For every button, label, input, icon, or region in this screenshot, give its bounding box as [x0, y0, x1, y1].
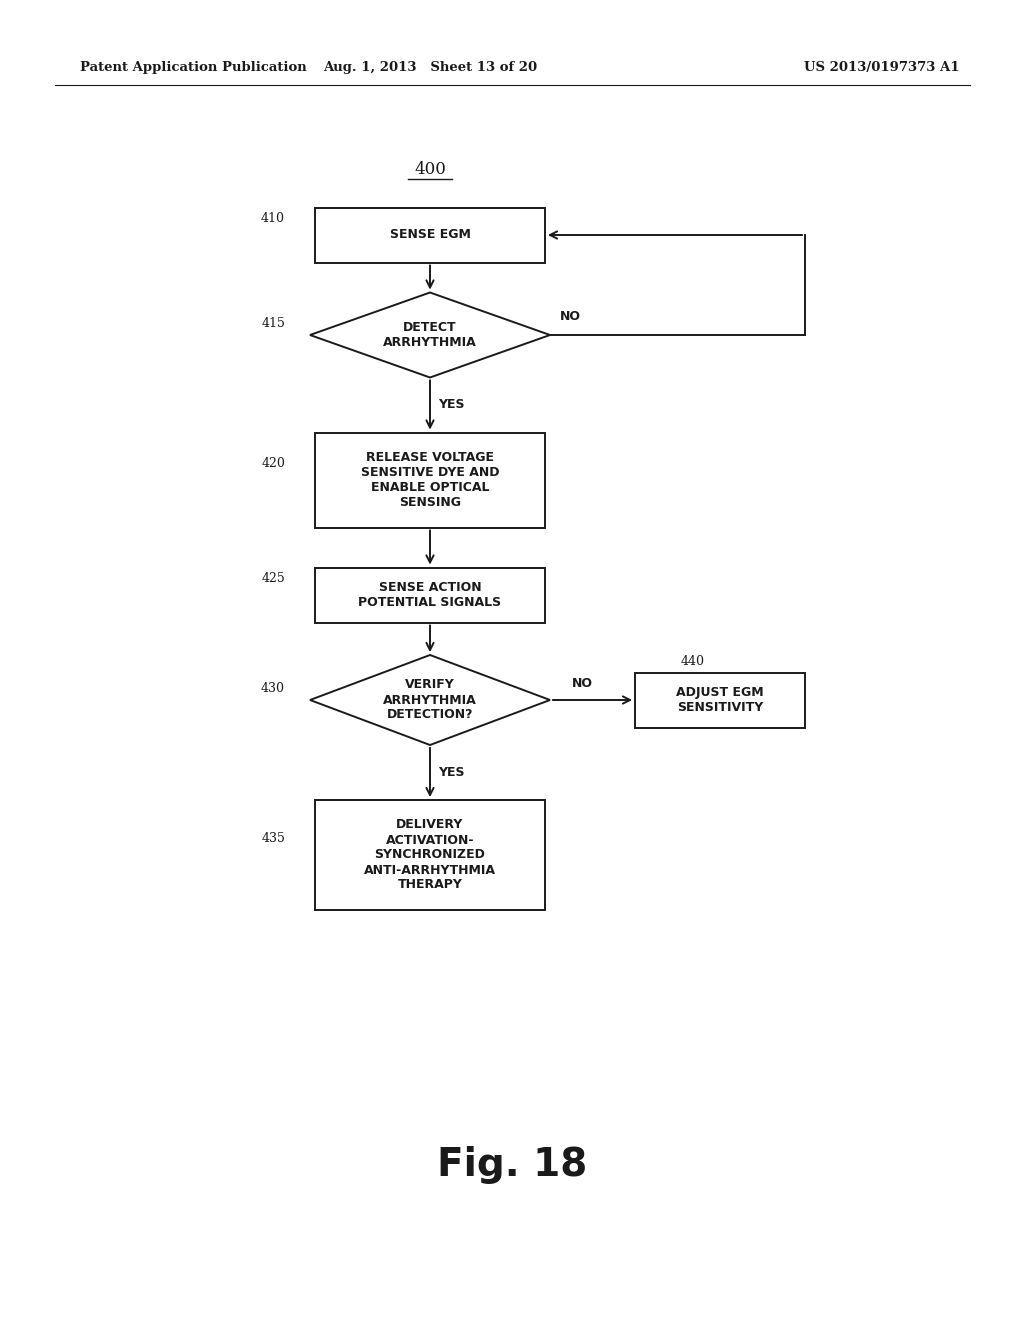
Polygon shape: [310, 293, 550, 378]
Bar: [315, 568, 545, 623]
Text: 425: 425: [261, 572, 285, 585]
Text: SENSE EGM: SENSE EGM: [389, 228, 470, 242]
Text: Patent Application Publication: Patent Application Publication: [80, 62, 307, 74]
Text: 435: 435: [261, 832, 285, 845]
Text: NO: NO: [560, 310, 581, 323]
Text: RELEASE VOLTAGE
SENSITIVE DYE AND
ENABLE OPTICAL
SENSING: RELEASE VOLTAGE SENSITIVE DYE AND ENABLE…: [360, 451, 500, 510]
Text: 440: 440: [681, 655, 705, 668]
Text: 430: 430: [261, 682, 285, 696]
Text: 410: 410: [261, 213, 285, 224]
Text: 420: 420: [261, 457, 285, 470]
Text: Aug. 1, 2013   Sheet 13 of 20: Aug. 1, 2013 Sheet 13 of 20: [323, 62, 537, 74]
Bar: [315, 207, 545, 263]
Text: NO: NO: [572, 677, 593, 690]
Text: 415: 415: [261, 317, 285, 330]
Bar: [315, 800, 545, 909]
Text: Fig. 18: Fig. 18: [437, 1146, 587, 1184]
Text: VERIFY
ARRHYTHMIA
DETECTION?: VERIFY ARRHYTHMIA DETECTION?: [383, 678, 477, 722]
Polygon shape: [310, 655, 550, 744]
Text: US 2013/0197373 A1: US 2013/0197373 A1: [805, 62, 961, 74]
Bar: [315, 433, 545, 528]
Text: DETECT
ARRHYTHMIA: DETECT ARRHYTHMIA: [383, 321, 477, 348]
Text: ADJUST EGM
SENSITIVITY: ADJUST EGM SENSITIVITY: [676, 686, 764, 714]
Text: SENSE ACTION
POTENTIAL SIGNALS: SENSE ACTION POTENTIAL SIGNALS: [358, 581, 502, 609]
Text: YES: YES: [438, 399, 465, 412]
Text: DELIVERY
ACTIVATION-
SYNCHRONIZED
ANTI-ARRHYTHMIA
THERAPY: DELIVERY ACTIVATION- SYNCHRONIZED ANTI-A…: [364, 818, 496, 891]
Text: YES: YES: [438, 766, 465, 779]
Text: 400: 400: [414, 161, 445, 178]
Bar: [635, 672, 805, 727]
